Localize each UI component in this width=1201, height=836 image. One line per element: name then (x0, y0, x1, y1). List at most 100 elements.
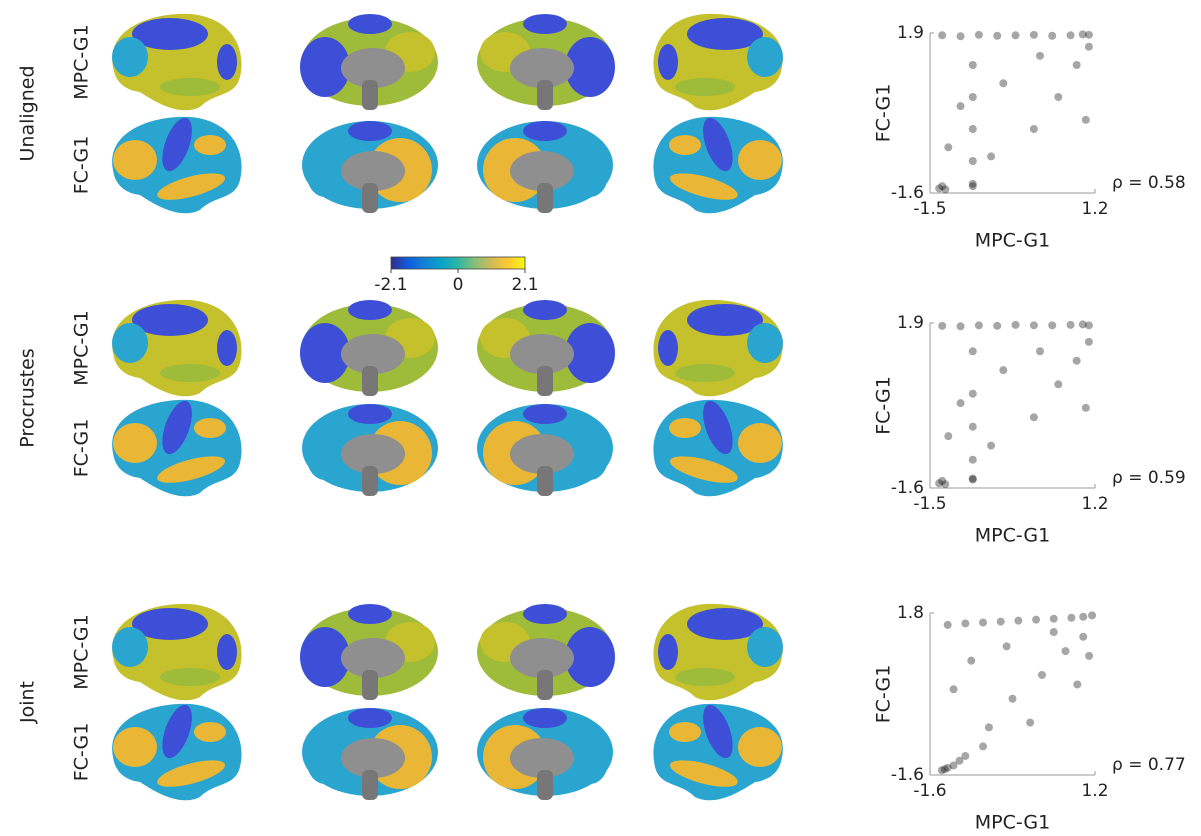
brain-row (112, 14, 783, 110)
row-label: Unaligned (17, 65, 39, 161)
scatter-point (975, 31, 983, 39)
brain-region (572, 153, 608, 197)
scatter-point (1054, 380, 1062, 388)
scatter-point (969, 456, 977, 464)
y-tick-label: 1.9 (897, 23, 924, 43)
annotation: ρ = 0.77 (1112, 755, 1186, 775)
brain-region (523, 404, 567, 424)
brain-region (194, 722, 226, 742)
y-axis-label: FC-G1 (873, 84, 895, 143)
brain-region (747, 627, 783, 667)
scatter-point (1054, 93, 1062, 101)
brain-region (669, 722, 701, 742)
annotation: ρ = 0.58 (1112, 173, 1186, 193)
scatter-point (1030, 321, 1038, 329)
scatter-point (969, 157, 977, 165)
brain-region (113, 423, 157, 463)
brain-stem (362, 80, 378, 110)
brain-region (572, 740, 608, 784)
brain-region (160, 78, 220, 96)
scatter-point (1079, 613, 1087, 621)
map-label: MPC-G1 (71, 614, 93, 689)
scatter-point (969, 93, 977, 101)
brain-region (194, 418, 226, 438)
brain-region (348, 121, 392, 141)
brain-region (348, 404, 392, 424)
scatter-point (999, 79, 1007, 87)
brain-stem (362, 366, 378, 396)
scatter-point (1082, 404, 1090, 412)
scatter-point (1026, 719, 1034, 727)
scatter-point (993, 322, 1001, 330)
scatter-point (1085, 43, 1093, 51)
scatter-point (1014, 617, 1022, 625)
scatter-point (969, 390, 977, 398)
x-tick-label: -1.6 (913, 781, 946, 801)
x-tick-label: -1.5 (913, 199, 946, 219)
brain-region (738, 727, 782, 767)
brain-row (112, 604, 783, 700)
brain-stem (537, 670, 553, 700)
scatter-point (944, 432, 952, 440)
brain-region (523, 121, 567, 141)
brain-region (348, 300, 392, 320)
scatter-point (1085, 338, 1093, 346)
brain-region (738, 423, 782, 463)
brain-row (112, 397, 783, 496)
brain-region (675, 364, 735, 382)
scatter-point (961, 752, 969, 760)
scatter-point (1048, 321, 1056, 329)
scatter-point (975, 321, 983, 329)
brain-region (523, 708, 567, 728)
scatter-point (1012, 321, 1020, 329)
scatter-point (1030, 413, 1038, 421)
scatter-point (957, 399, 965, 407)
brain-row (112, 114, 783, 213)
brain-region (112, 627, 148, 667)
x-tick-label: 1.2 (1081, 199, 1108, 219)
brain-region (658, 634, 678, 670)
brain-region (112, 323, 148, 363)
colorbar (391, 257, 525, 269)
colorbar-tick-label: 2.1 (511, 275, 538, 295)
map-label: FC-G1 (71, 419, 93, 478)
scatter-point (987, 152, 995, 160)
brain-region (217, 634, 237, 670)
scatter-point (1067, 321, 1075, 329)
scatter-point (938, 31, 946, 39)
y-tick-label: 1.9 (897, 313, 924, 333)
scatter-point (1088, 611, 1096, 619)
brain-stem (537, 366, 553, 396)
x-tick-label: 1.2 (1081, 781, 1108, 801)
brain-row (112, 701, 783, 800)
brain-region (307, 153, 343, 197)
scatter-point (1067, 31, 1075, 39)
brain-region (348, 708, 392, 728)
scatter-point (950, 685, 958, 693)
brain-stem (537, 183, 553, 213)
brain-region (217, 44, 237, 80)
brain-region (669, 418, 701, 438)
scatter-point (1067, 614, 1075, 622)
brain-stem (362, 466, 378, 496)
scatter-point (957, 32, 965, 40)
brain-region (307, 436, 343, 480)
brain-region (675, 668, 735, 686)
brain-region (348, 604, 392, 624)
scatter-point (944, 143, 952, 151)
scatter-point (941, 480, 949, 488)
scatter-point (969, 423, 977, 431)
scatter-point (1009, 695, 1017, 703)
scatter-point (1082, 116, 1090, 124)
scatter-point (1073, 680, 1081, 688)
scatter-point (967, 657, 975, 665)
scatter-point (993, 32, 1001, 40)
annotation: ρ = 0.59 (1112, 468, 1186, 488)
scatter-point (1048, 32, 1056, 40)
y-axis-label: FC-G1 (873, 376, 895, 435)
brain-stem (537, 466, 553, 496)
scatter-point (1085, 652, 1093, 660)
scatter-point (1050, 615, 1058, 623)
brain-region (523, 300, 567, 320)
brain-region (112, 37, 148, 77)
